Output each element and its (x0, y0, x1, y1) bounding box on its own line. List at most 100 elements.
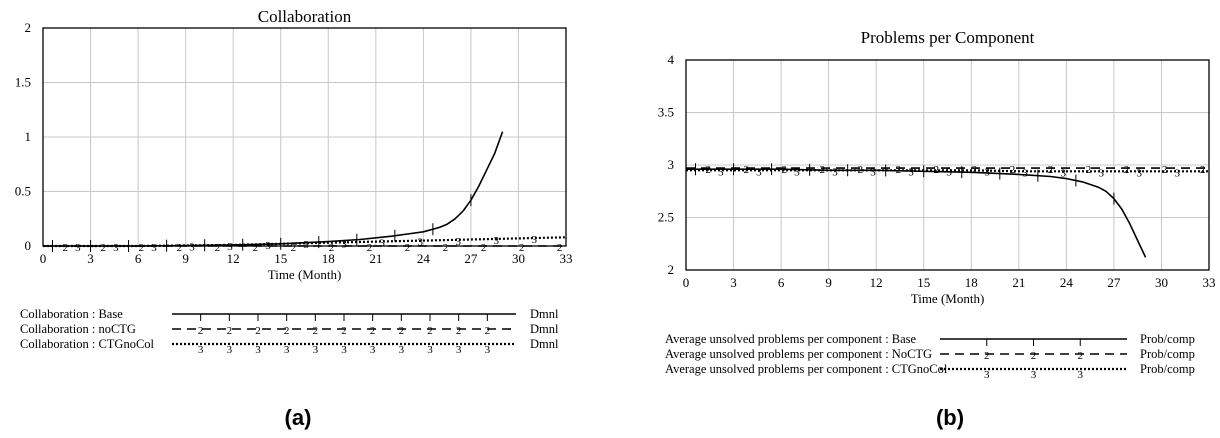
y-tick-label: 3.5 (658, 105, 674, 120)
series-marker: 2 (972, 164, 978, 176)
series-marker: 3 (718, 166, 724, 178)
series-marker: 2 (443, 242, 449, 254)
series-marker: 2 (934, 164, 940, 176)
series-marker: 2 (557, 242, 563, 254)
legend-marker: 3 (427, 344, 433, 356)
x-tick-label: 24 (417, 251, 431, 266)
x-tick-label: 18 (965, 275, 978, 290)
series-marker: 3 (1098, 167, 1104, 179)
panel-caption: (a) (285, 405, 312, 430)
legend-unit: Dmnl (530, 307, 559, 321)
series-marker: 2 (215, 242, 221, 254)
series-marker: 2 (139, 242, 145, 254)
legend-marker: 3 (1031, 369, 1037, 381)
x-tick-label: 30 (512, 251, 525, 266)
legend-marker: 2 (227, 325, 233, 337)
legend-label: Collaboration : CTGnoCol (20, 337, 155, 351)
series-marker: 2 (743, 164, 749, 176)
series-marker: 3 (151, 242, 157, 254)
x-tick-label: 30 (1155, 275, 1168, 290)
series-marker: 3 (532, 234, 538, 246)
series-marker: 2 (62, 242, 68, 254)
series-marker: 3 (417, 237, 423, 249)
x-tick-label: 18 (322, 251, 335, 266)
series-marker: 2 (100, 242, 106, 254)
series-marker: 2 (481, 242, 487, 254)
series-marker: 2 (1162, 164, 1168, 176)
y-tick-label: 2 (25, 20, 32, 35)
y-tick-label: 3 (668, 157, 675, 172)
legend-marker: 2 (341, 325, 347, 337)
series-marker: 3 (1175, 167, 1181, 179)
series-marker: 2 (177, 242, 183, 254)
x-tick-label: 33 (1203, 275, 1216, 290)
legend-label: Collaboration : noCTG (20, 322, 136, 336)
series-marker: 2 (519, 242, 525, 254)
series-marker: 3 (1137, 167, 1143, 179)
x-tick-label: 0 (683, 275, 690, 290)
x-tick-label: 27 (464, 251, 478, 266)
legend-marker: 3 (984, 369, 990, 381)
x-tick-label: 9 (182, 251, 189, 266)
x-tick-label: 27 (1107, 275, 1121, 290)
legend-label: Average unsolved problems per component … (665, 362, 948, 376)
x-axis-label: Time (Month) (268, 267, 342, 282)
series-marker: 2 (291, 242, 297, 254)
legend-marker: 2 (1031, 350, 1037, 362)
x-tick-label: 12 (227, 251, 240, 266)
y-tick-label: 2.5 (658, 210, 674, 225)
series-marker: 2 (253, 242, 259, 254)
legend-marker: 3 (456, 344, 462, 356)
x-tick-label: 12 (870, 275, 883, 290)
y-tick-label: 1 (25, 129, 32, 144)
legend-marker: 2 (399, 325, 405, 337)
legend-marker: 2 (313, 325, 319, 337)
series-marker: 3 (756, 166, 762, 178)
legend-marker: 3 (198, 344, 204, 356)
series-marker: 2 (1124, 164, 1130, 176)
y-tick-label: 2 (668, 262, 675, 277)
legend-marker: 2 (984, 350, 990, 362)
legend-marker: 3 (485, 344, 491, 356)
series-marker: 3 (494, 235, 500, 247)
panel-caption: (b) (936, 405, 964, 430)
series-marker: 2 (705, 164, 711, 176)
legend-marker: 2 (370, 325, 376, 337)
series-marker: 3 (908, 166, 914, 178)
x-axis-label: Time (Month) (911, 291, 985, 306)
legend-label: Collaboration : Base (20, 307, 123, 321)
legend-label: Average unsolved problems per component … (665, 347, 932, 361)
x-tick-label: 9 (825, 275, 832, 290)
x-tick-label: 15 (274, 251, 287, 266)
x-tick-label: 0 (40, 251, 47, 266)
plot-frame (685, 59, 1210, 271)
y-tick-label: 0 (25, 238, 32, 253)
series-line-solid (43, 131, 504, 247)
series-marker: 3 (455, 236, 461, 248)
legend-marker: 3 (284, 344, 290, 356)
series-marker: 3 (227, 241, 233, 253)
series-marker: 3 (341, 238, 347, 250)
y-tick-label: 4 (668, 52, 675, 67)
x-tick-label: 21 (369, 251, 382, 266)
series-marker: 3 (1060, 167, 1066, 179)
legend-marker: 3 (255, 344, 261, 356)
x-tick-label: 3 (730, 275, 737, 290)
series-marker: 2 (1086, 164, 1092, 176)
legend-marker: 3 (341, 344, 347, 356)
series-marker: 3 (1022, 167, 1028, 179)
series-marker: 2 (367, 242, 373, 254)
y-tick-label: 1.5 (15, 75, 31, 90)
legend-marker: 2 (284, 325, 290, 337)
legend-marker: 3 (370, 344, 376, 356)
legend-marker: 3 (313, 344, 319, 356)
legend-marker: 2 (485, 325, 491, 337)
series-marker: 2 (329, 242, 335, 254)
x-tick-label: 15 (917, 275, 930, 290)
series-marker: 2 (782, 164, 788, 176)
legend-marker: 2 (255, 325, 261, 337)
y-tick-label: 0.5 (15, 184, 31, 199)
x-tick-label: 33 (560, 251, 573, 266)
series-line-dotted (686, 169, 1209, 173)
x-tick-label: 3 (87, 251, 94, 266)
